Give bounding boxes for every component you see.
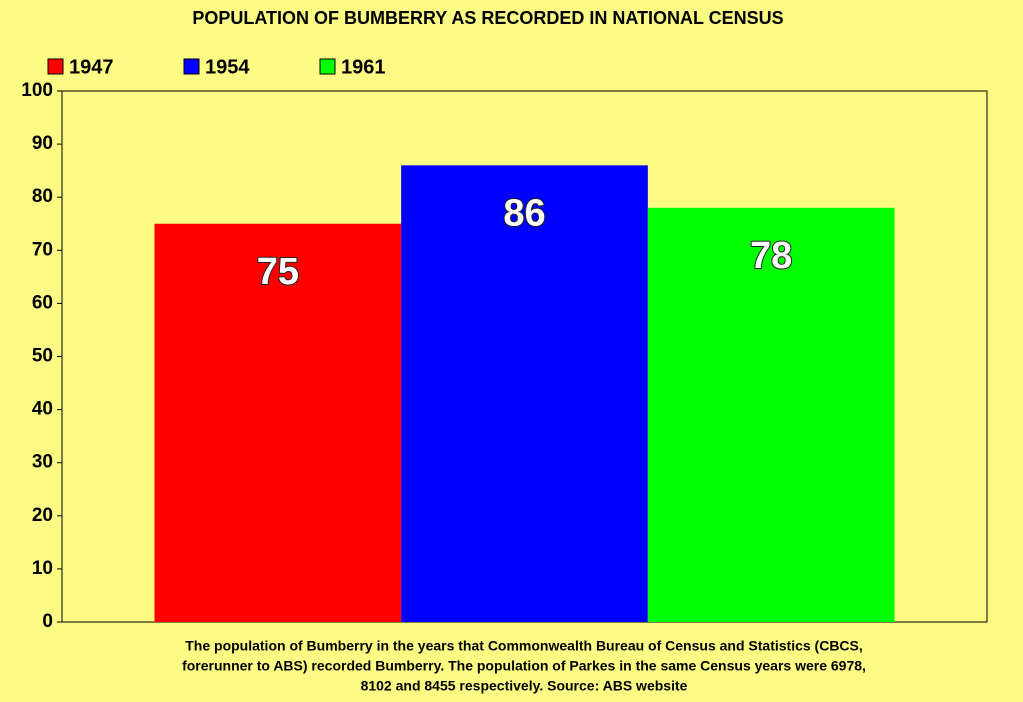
y-tick-label: 70: [32, 239, 53, 260]
caption: 8102 and 8455 respectively. Source: ABS …: [361, 678, 688, 694]
legend-swatch: [183, 58, 200, 75]
y-tick-label: 0: [42, 611, 53, 632]
legend-label: 1947: [69, 56, 114, 78]
legend-label: 1961: [341, 56, 386, 78]
bar: [154, 223, 402, 622]
caption: forerunner to ABS) recorded Bumberry. Th…: [182, 658, 866, 674]
y-tick-label: 80: [32, 186, 53, 207]
y-tick-label: 20: [32, 505, 53, 526]
bar: [647, 207, 895, 622]
y-tick-label: 40: [32, 399, 53, 420]
legend-swatch: [319, 58, 336, 75]
y-tick-label: 30: [32, 452, 53, 473]
data-label: 78: [750, 235, 792, 277]
chart-title: POPULATION OF BUMBERRY AS RECORDED IN NA…: [192, 8, 783, 28]
y-tick-label: 10: [32, 558, 53, 579]
y-tick-label: 50: [32, 346, 53, 367]
legend-swatch: [47, 58, 64, 75]
bar: [401, 165, 648, 622]
legend-label: 1954: [205, 56, 250, 78]
data-label: 75: [257, 251, 299, 293]
y-tick-label: 60: [32, 292, 53, 313]
y-tick-label: 90: [32, 133, 53, 154]
data-label: 86: [503, 192, 545, 234]
caption: The population of Bumberry in the years …: [185, 638, 863, 654]
y-tick-label: 100: [21, 80, 53, 101]
